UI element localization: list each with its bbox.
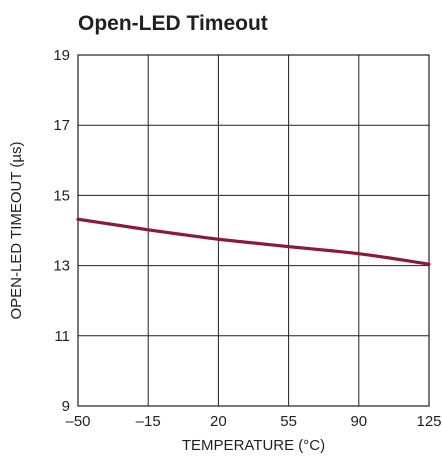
y-tick-label: 15 [53,187,70,204]
y-tick-label: 19 [53,47,70,64]
x-tick-label: 55 [280,413,297,430]
grid [78,55,429,406]
y-tick-label: 9 [62,398,70,415]
series-group [76,217,431,266]
x-axis-ticks: –50 –15 20 55 90 125 [65,413,441,430]
x-tick-label: 90 [350,413,367,430]
plot-frame [77,54,430,407]
x-axis-label: TEMPERATURE (°C) [182,437,325,454]
x-tick-label: –15 [136,413,161,430]
y-tick-label: 11 [54,328,70,345]
y-axis-label: OPEN-LED TIMEOUT (µs) [8,141,25,319]
x-tick-label: –50 [65,413,90,430]
series-line [76,217,431,266]
y-tick-label: 17 [53,117,70,134]
chart-title: Open-LED Timeout [78,12,268,35]
y-tick-label: 13 [53,258,70,275]
x-tick-label: 20 [210,413,227,430]
y-axis-ticks: 9 11 13 15 17 19 [53,47,70,415]
x-tick-label: 125 [416,413,441,430]
